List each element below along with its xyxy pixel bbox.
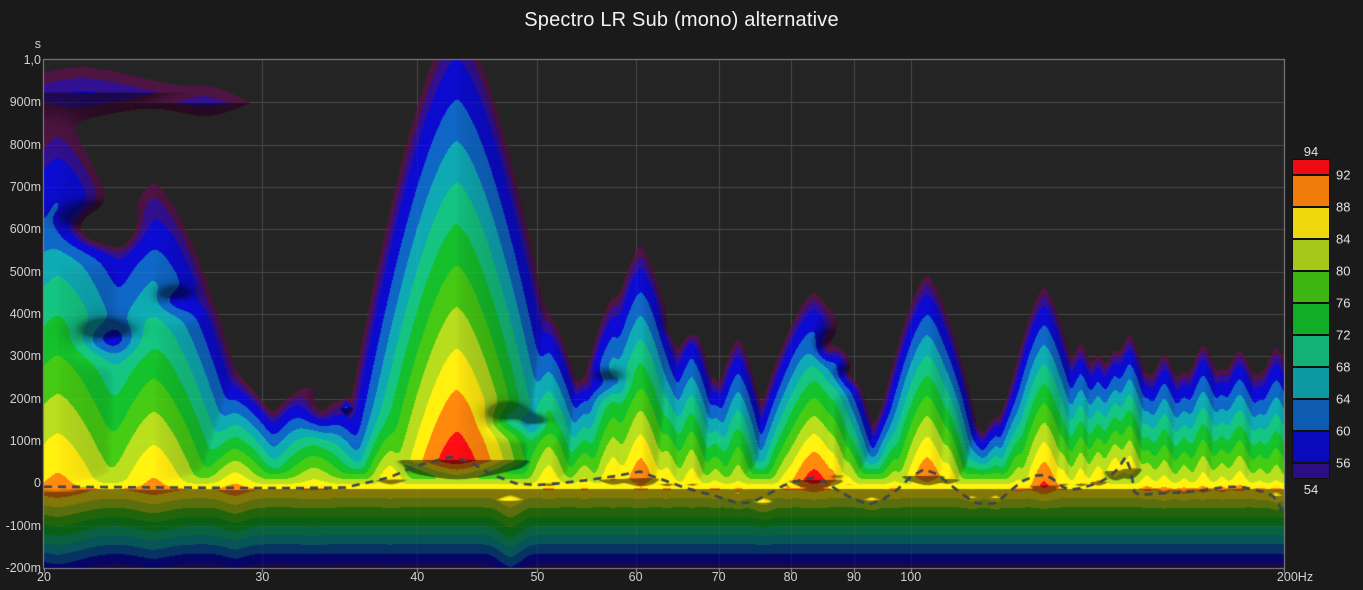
y-tick-label--100m: -100m xyxy=(5,518,41,533)
legend-band-76-80 xyxy=(1292,271,1330,303)
x-tick-label-90: 90 xyxy=(847,570,861,584)
legend-band-80-84 xyxy=(1292,239,1330,271)
y-tick-label-700m: 700m xyxy=(9,180,41,194)
x-tick-label-30: 30 xyxy=(255,570,270,584)
legend-band-72-76 xyxy=(1292,303,1330,335)
y-tick-label-500m: 500m xyxy=(9,264,41,279)
x-tick-label-100: 100 xyxy=(900,570,922,584)
x-tick-label-20: 20 xyxy=(37,570,51,584)
legend-band-88-92 xyxy=(1292,175,1330,207)
legend-band-92-94 xyxy=(1292,159,1330,175)
y-tick-label-900m: 900m xyxy=(9,95,41,110)
legend-band-54-56 xyxy=(1292,463,1330,479)
legend-min-label: 54 xyxy=(1303,482,1319,497)
legend-boundary-label-76: 76 xyxy=(1336,295,1351,311)
legend-boundary-label-80: 80 xyxy=(1336,263,1351,279)
y-tick-label-400m: 400m xyxy=(9,307,41,321)
legend-boundary-label-84: 84 xyxy=(1336,231,1351,247)
x-tick-label-50: 50 xyxy=(530,570,545,584)
x-tick-label-200: 200Hz xyxy=(1276,570,1314,584)
legend-boundary-label-64: 64 xyxy=(1336,391,1351,407)
legend-boundary-label-56: 56 xyxy=(1336,455,1351,471)
x-tick-label-60: 60 xyxy=(628,570,643,584)
y-tick-label-300m: 300m xyxy=(9,349,41,364)
y-tick-label-0: 0 xyxy=(34,476,41,491)
legend-band-84-88 xyxy=(1292,207,1330,239)
legend-boundary-label-68: 68 xyxy=(1336,359,1351,375)
chart-title: Spectro LR Sub (mono) alternative xyxy=(524,9,839,31)
y-axis-unit-label: s xyxy=(34,37,41,51)
legend-band-64-68 xyxy=(1292,367,1330,399)
y-tick-label-600m: 600m xyxy=(9,222,41,237)
y-tick-label--200m: -200m xyxy=(5,561,41,575)
legend-band-60-64 xyxy=(1292,399,1330,431)
legend-boundary-label-72: 72 xyxy=(1336,327,1351,343)
y-tick-label-1,0: 1,0 xyxy=(23,53,41,67)
legend-boundary-label-88: 88 xyxy=(1336,199,1351,215)
legend-band-56-60 xyxy=(1292,431,1330,463)
y-tick-label-100m: 100m xyxy=(9,434,41,448)
x-tick-label-70: 70 xyxy=(711,570,726,584)
x-tick-label-40: 40 xyxy=(410,570,425,584)
legend-max-label: 94 xyxy=(1303,144,1319,159)
legend-boundary-label-60: 60 xyxy=(1336,423,1351,439)
legend-band-68-72 xyxy=(1292,335,1330,367)
legend-boundary-label-92: 92 xyxy=(1336,167,1351,183)
x-tick-label-80: 80 xyxy=(783,570,798,584)
y-tick-label-800m: 800m xyxy=(9,137,41,152)
y-tick-label-200m: 200m xyxy=(9,391,41,406)
